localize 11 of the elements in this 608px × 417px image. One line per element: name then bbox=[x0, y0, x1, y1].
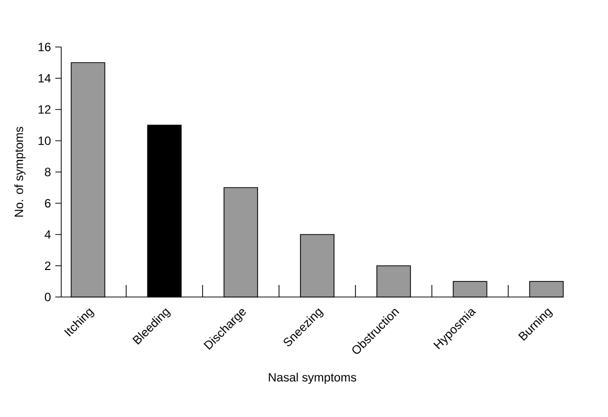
x-axis-title: Nasal symptoms bbox=[268, 372, 356, 384]
y-tick-label: 8 bbox=[44, 168, 51, 176]
y-tick-label: 2 bbox=[44, 262, 50, 270]
y-tick-label: 14 bbox=[38, 74, 51, 82]
y-axis-title: No. of symptoms bbox=[14, 126, 26, 217]
y-tick-label: 16 bbox=[38, 42, 51, 52]
y-tick-label: 10 bbox=[38, 136, 51, 146]
y-tick-label: 0 bbox=[44, 292, 51, 302]
y-tick-label: 12 bbox=[38, 105, 50, 114]
y-tick-label: 6 bbox=[44, 199, 51, 208]
y-tick-label: 4 bbox=[44, 230, 51, 239]
